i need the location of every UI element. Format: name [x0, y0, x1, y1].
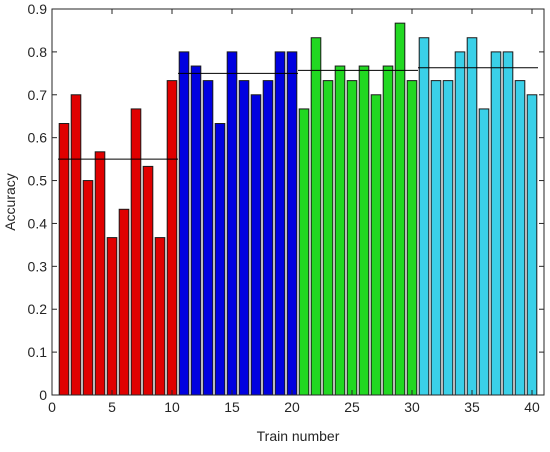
- bar-train-5: [106, 237, 118, 396]
- bar-train-28: [382, 65, 394, 396]
- bar-train-24: [334, 65, 346, 396]
- bar-train-40: [526, 94, 538, 396]
- bar-train-15: [226, 51, 238, 396]
- bar-train-12: [190, 65, 202, 396]
- x-tick-label: 40: [524, 399, 540, 415]
- bar-train-7: [130, 108, 142, 396]
- bar-train-20: [286, 51, 298, 396]
- y-tick-label: 0.9: [28, 1, 48, 17]
- y-tick-label: 0.2: [28, 301, 48, 317]
- bar-train-10: [166, 80, 178, 396]
- bar-train-38: [502, 51, 514, 396]
- bar-train-22: [310, 37, 322, 396]
- bar-train-37: [490, 51, 502, 396]
- y-axis: 0 0.1 0.2 0.3 0.4 0.5 0.6 0.7 0.8 0.9: [28, 1, 544, 403]
- bar-train-19: [274, 51, 286, 396]
- x-tick-label: 5: [108, 399, 116, 415]
- bar-train-36: [478, 108, 490, 396]
- bar-train-32: [430, 80, 442, 396]
- y-tick-label: 0.7: [28, 87, 48, 103]
- bar-train-14: [214, 123, 226, 396]
- x-tick-label: 30: [404, 399, 420, 415]
- bar-train-26: [358, 65, 370, 396]
- mean-lines-layer: [58, 67, 538, 160]
- bar-train-2: [70, 94, 82, 396]
- y-tick-label: 0.3: [28, 258, 48, 274]
- bar-train-21: [298, 108, 310, 396]
- bar-train-33: [442, 80, 454, 396]
- bar-train-25: [346, 80, 358, 396]
- x-axis: 0 5 10 15 20 25 30 35 40: [48, 9, 540, 415]
- x-tick-label: 0: [48, 399, 56, 415]
- bar-train-1: [58, 123, 70, 396]
- bar-train-39: [514, 80, 526, 396]
- bar-train-35: [466, 37, 478, 396]
- y-tick-label: 0.8: [28, 44, 48, 60]
- bar-train-18: [262, 80, 274, 396]
- x-tick-label: 20: [284, 399, 300, 415]
- x-tick-label: 35: [464, 399, 480, 415]
- bar-train-23: [322, 80, 334, 396]
- y-tick-label: 0.5: [28, 173, 48, 189]
- bar-train-4: [94, 151, 106, 396]
- bar-train-31: [418, 37, 430, 396]
- y-tick-label: 0: [39, 387, 47, 403]
- x-tick-label: 15: [224, 399, 240, 415]
- bar-train-16: [238, 80, 250, 396]
- x-axis-label: Train number: [257, 428, 340, 444]
- bar-train-30: [406, 80, 418, 396]
- bar-train-13: [202, 80, 214, 396]
- plot-frame: [51, 8, 545, 396]
- x-tick-label: 10: [164, 399, 180, 415]
- bar-train-27: [370, 94, 382, 396]
- bar-train-17: [250, 94, 262, 396]
- bar-train-9: [154, 237, 166, 396]
- y-tick-label: 0.4: [28, 215, 48, 231]
- bar-train-6: [118, 208, 130, 396]
- bar-train-3: [82, 180, 94, 396]
- bar-train-29: [394, 22, 406, 396]
- x-tick-label: 25: [344, 399, 360, 415]
- bar-train-8: [142, 165, 154, 396]
- y-tick-label: 0.6: [28, 130, 48, 146]
- bar-train-11: [178, 51, 190, 396]
- bar-train-34: [454, 51, 466, 396]
- y-axis-label: Accuracy: [2, 173, 18, 231]
- y-tick-label: 0.1: [28, 344, 48, 360]
